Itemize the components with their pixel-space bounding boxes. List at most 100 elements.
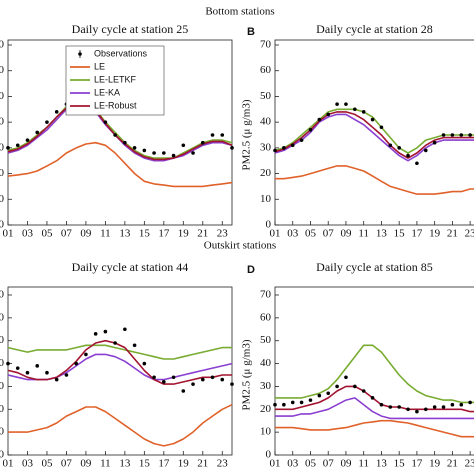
observation-point xyxy=(54,377,59,382)
x-tick-label: 17 xyxy=(411,228,423,240)
observation-point xyxy=(317,117,322,122)
x-tick-label: 03 xyxy=(287,458,299,470)
observation-point xyxy=(210,133,215,137)
y-tick-label: 0 xyxy=(266,449,272,461)
observation-point xyxy=(210,375,215,380)
x-tick-label: 21 xyxy=(447,228,458,240)
subplot: Daily cycle at station 28 B PM2.5 (μ g/m3)… xyxy=(241,22,474,240)
section-header: Outskirt stations xyxy=(204,240,276,252)
observation-point xyxy=(6,146,10,150)
x-tick-label: 15 xyxy=(394,228,406,240)
observation-point xyxy=(361,389,366,393)
y-tick-label: 60 xyxy=(260,311,272,323)
x-tick-label: 13 xyxy=(376,228,388,240)
subplot-title: Daily cycle at station 44 xyxy=(72,260,189,274)
x-tick-label: 17 xyxy=(158,228,170,240)
x-tick-label: 23 xyxy=(217,458,229,470)
observation-point xyxy=(113,133,117,137)
y-tick-label: 60 xyxy=(0,64,5,76)
x-tick-label: 17 xyxy=(411,458,423,470)
series-line xyxy=(7,141,233,188)
x-tick-label: 19 xyxy=(178,228,190,240)
observation-point xyxy=(142,361,147,366)
subplot-title: Daily cycle at station 85 xyxy=(316,260,433,274)
x-tick-label: 15 xyxy=(139,228,151,240)
series-line xyxy=(8,403,233,447)
x-tick-label: 07 xyxy=(323,458,335,470)
observation-point xyxy=(290,143,295,148)
observation-point xyxy=(468,133,472,137)
observation-point xyxy=(459,402,464,407)
x-tick-label: 07 xyxy=(61,458,73,470)
axes-frame xyxy=(7,39,233,226)
y-tick-label: 40 xyxy=(260,116,272,128)
observation-point xyxy=(450,402,455,407)
x-tick-label: 23 xyxy=(217,228,229,240)
observation-point xyxy=(25,138,30,142)
y-tick-label: 50 xyxy=(260,334,272,346)
observation-point xyxy=(450,133,455,137)
observation-point xyxy=(171,153,176,158)
observation-point xyxy=(432,405,437,409)
observation-point xyxy=(35,130,40,135)
y-tick-label: 60 xyxy=(260,64,272,76)
observation-point xyxy=(220,377,225,382)
series-line xyxy=(7,102,233,161)
observation-point xyxy=(468,400,472,405)
y-tick-label: 20 xyxy=(260,167,272,179)
observation-point xyxy=(191,382,195,386)
observation-point xyxy=(230,382,234,386)
observation-point xyxy=(171,375,176,380)
panel-letter: D xyxy=(247,264,255,276)
observation-point xyxy=(441,133,446,137)
y-tick-label: 10 xyxy=(0,193,5,205)
x-tick-label: 09 xyxy=(340,458,352,470)
x-tick-label: 11 xyxy=(100,458,111,470)
observation-point xyxy=(123,140,127,145)
observation-point xyxy=(181,389,186,393)
x-tick-label: 01 xyxy=(3,458,14,470)
x-tick-label: 19 xyxy=(429,458,441,470)
observation-point xyxy=(191,151,195,155)
observation-point xyxy=(103,329,108,334)
observation-point xyxy=(15,366,20,370)
y-tick-label: 20 xyxy=(0,403,5,415)
x-tick-label: 09 xyxy=(80,228,92,240)
observation-point xyxy=(344,102,348,106)
y-tick-label: 30 xyxy=(260,380,272,392)
series-line xyxy=(274,113,474,162)
observation-point xyxy=(361,110,366,114)
series-line xyxy=(275,385,474,413)
observation-point xyxy=(415,409,419,414)
observation-point xyxy=(113,341,117,345)
observation-point xyxy=(200,140,205,145)
observation-point xyxy=(84,352,88,357)
x-tick-label: 13 xyxy=(119,228,131,240)
observation-point xyxy=(290,400,295,405)
observation-point xyxy=(423,407,428,412)
series-line xyxy=(7,344,232,360)
observation-point xyxy=(415,161,419,166)
y-tick-label: 50 xyxy=(260,90,272,102)
x-tick-label: 03 xyxy=(287,228,299,240)
series-line xyxy=(275,419,474,438)
observation-point xyxy=(230,146,234,150)
y-axis-label: PM2.5 (μ g/m3) xyxy=(241,99,253,170)
observation-point xyxy=(25,370,30,375)
x-tick-label: 23 xyxy=(465,228,474,240)
observation-point xyxy=(397,146,401,150)
y-tick-label: 0 xyxy=(0,449,5,461)
observation-point xyxy=(6,361,10,366)
subplot-title: Daily cycle at station 25 xyxy=(72,22,189,36)
observation-point xyxy=(299,400,304,405)
x-tick-label: 05 xyxy=(305,228,317,240)
observation-point xyxy=(152,151,156,155)
subplot: Daily cycle at station 44010203040506070… xyxy=(0,260,234,470)
y-tick-label: 50 xyxy=(0,90,5,102)
x-tick-label: 15 xyxy=(394,458,406,470)
observation-point xyxy=(432,140,437,145)
observation-point xyxy=(93,332,98,336)
subplot: Daily cycle at station 25010203040506070… xyxy=(0,22,234,240)
observation-point xyxy=(370,117,375,122)
x-tick-label: 11 xyxy=(358,458,369,470)
